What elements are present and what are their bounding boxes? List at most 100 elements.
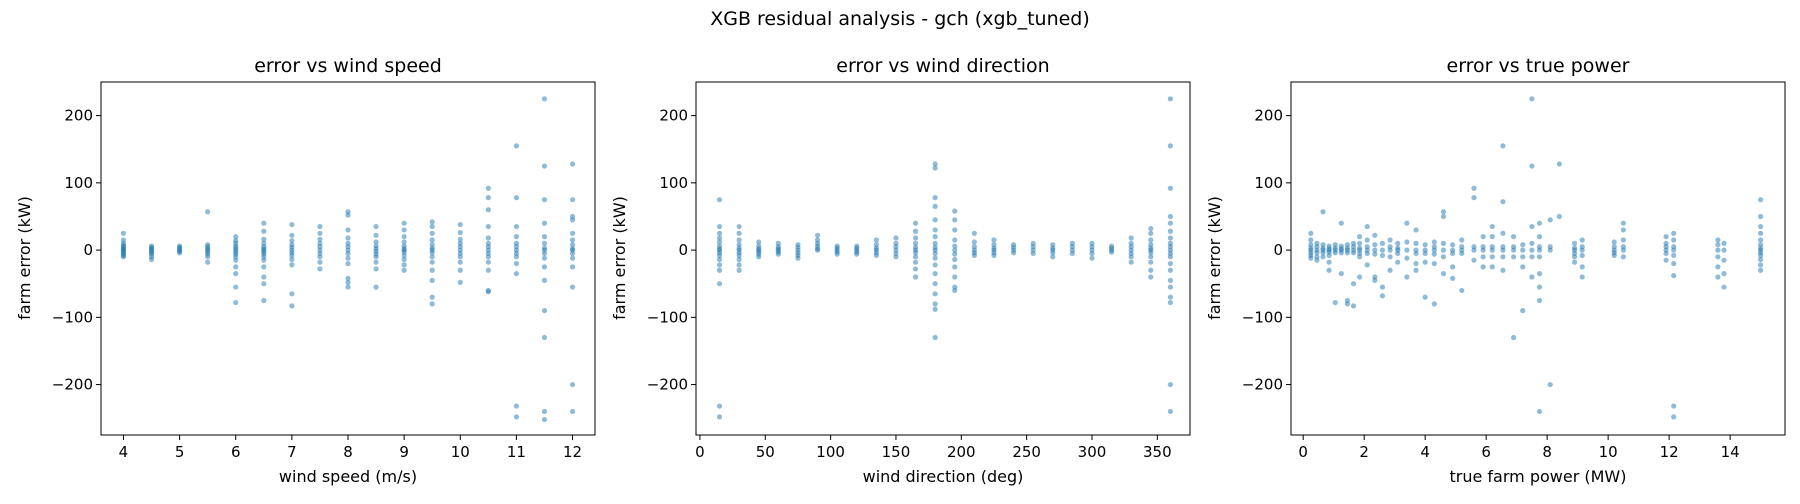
data-point [429,254,435,260]
data-point [485,185,491,191]
x-tick-label: 8 [1542,443,1552,461]
data-point [1332,299,1338,306]
data-point [1671,252,1677,259]
data-point [1511,334,1517,341]
data-point [1357,234,1363,240]
data-point [429,259,435,265]
data-point [513,414,520,420]
data-point [1715,242,1721,248]
data-point [429,301,435,307]
x-tick-label: 4 [119,443,129,461]
data-point [736,256,742,263]
data-point [1671,414,1677,420]
data-point [1536,254,1543,260]
data-point [716,281,723,287]
data-point [991,237,997,243]
data-point [1344,250,1351,256]
data-point [1489,264,1495,270]
data-point [345,279,351,285]
data-point [541,416,548,423]
data-point [1556,161,1562,167]
x-tick-label: 0 [695,443,705,461]
data-point [1556,213,1562,220]
data-point [932,234,938,240]
data-point [1459,250,1465,257]
data-point [1372,247,1378,253]
data-point [1413,240,1419,246]
data-point [1320,250,1326,256]
data-point [912,259,919,265]
data-point [429,267,435,273]
axes-frame-wind-direction [695,81,1191,436]
panel-wind-direction: error vs wind direction wind direction (… [610,55,1191,486]
data-point [716,235,723,241]
data-point [457,259,463,265]
data-point [932,334,938,341]
data-point [736,230,742,236]
data-point [971,239,977,245]
data-point [932,165,938,171]
data-point [1404,247,1410,253]
data-point [1671,230,1677,236]
data-point [716,267,723,273]
data-point [736,237,742,243]
data-point [1489,254,1495,260]
data-point [457,236,463,242]
data-point [1350,303,1357,309]
data-point [457,279,463,285]
data-point [120,230,127,236]
data-point [1372,242,1378,248]
x-tick-label: 10 [451,443,470,461]
y-tick-label: −200 [647,376,688,394]
data-point [1459,287,1465,294]
data-point [569,197,576,203]
x-tick-label: 200 [947,443,976,461]
data-point [952,217,958,223]
data-point [205,254,211,260]
data-point [912,240,919,246]
data-point [429,294,435,300]
data-point [1167,235,1173,241]
data-point [401,227,407,233]
data-point [952,243,958,249]
data-point [1511,234,1517,240]
data-point [1500,230,1506,236]
data-point [716,223,723,230]
data-point [541,255,548,261]
data-point [952,264,958,270]
data-point [1620,237,1626,243]
axes-frame-true-power [1290,81,1786,436]
x-tick-label: 14 [1721,443,1740,461]
x-tick-label: 4 [1420,443,1430,461]
data-point [1431,239,1437,245]
data-point [1758,223,1764,230]
data-point [716,239,723,245]
data-point [1167,254,1173,260]
data-point [541,163,548,169]
data-point [317,259,323,265]
data-point [775,251,781,257]
data-point [1547,217,1553,223]
data-point [1148,267,1154,273]
y-tick-label: −100 [52,308,93,326]
data-point [233,284,239,290]
data-point [1663,234,1669,240]
data-point [912,235,919,241]
data-point [569,217,576,223]
data-point [569,242,576,248]
data-point [1364,250,1370,257]
data-point [1440,271,1447,277]
data-point [1511,247,1517,253]
data-point [1620,254,1626,260]
data-point [1440,254,1447,260]
data-point [1431,260,1437,267]
data-point [1529,163,1535,169]
data-point [485,254,491,260]
data-point [814,247,821,253]
data-point [1440,213,1447,220]
data-point [1529,96,1535,102]
data-point [289,252,295,259]
data-point [1379,247,1386,253]
data-point [912,266,919,272]
data-point [1108,249,1115,255]
